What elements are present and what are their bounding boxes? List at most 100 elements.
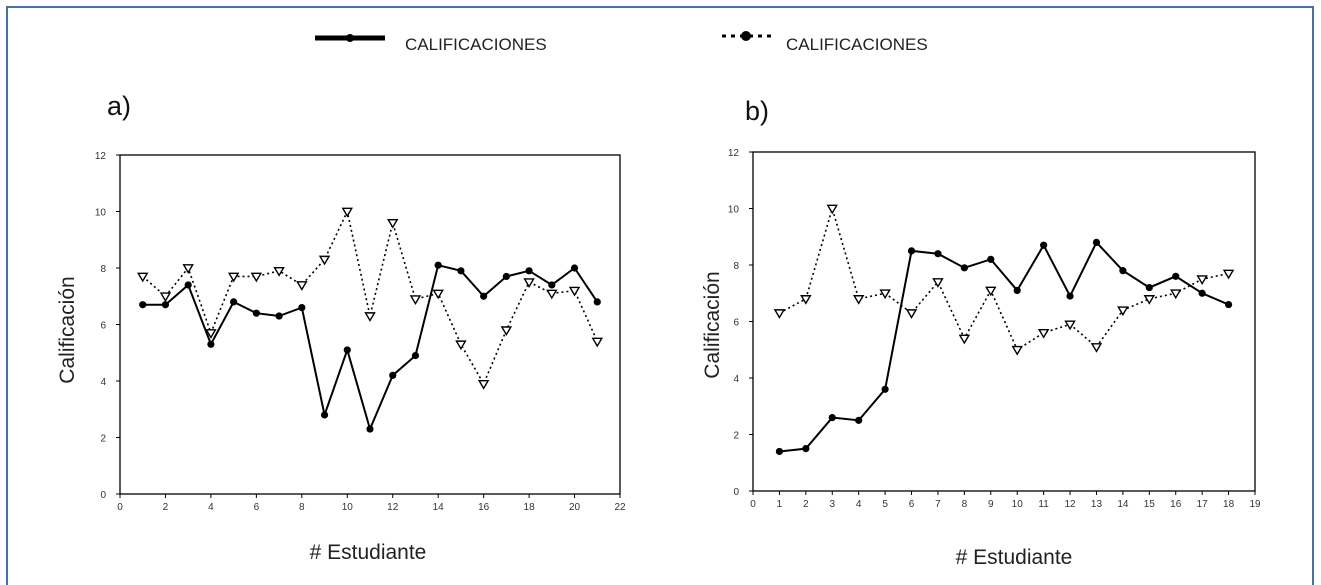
data-point-solid-b (1198, 289, 1206, 297)
data-point-solid-a (207, 340, 215, 348)
data-point-dotted-a (182, 264, 194, 274)
data-point-dotted-a (296, 281, 308, 291)
data-point-solid-a (275, 312, 283, 320)
data-point-dotted-a (159, 292, 172, 303)
data-point-solid-a (343, 346, 351, 354)
data-point-dotted-a (568, 286, 581, 297)
data-point-solid-a (139, 301, 147, 309)
x-tick-label-b: 17 (1197, 499, 1209, 510)
data-point-solid-b (881, 385, 889, 393)
data-point-dotted-b (879, 289, 891, 300)
data-point-dotted-a (227, 272, 240, 283)
data-point-solid-a (548, 281, 556, 289)
x-tick-label-b: 18 (1223, 499, 1235, 510)
data-point-solid-b (855, 416, 863, 424)
data-point-dotted-a (318, 255, 331, 266)
data-point-solid-b (828, 413, 836, 422)
x-tick-label-b: 8 (962, 499, 968, 510)
data-point-solid-a (434, 261, 442, 269)
x-tick-label-b: 12 (1064, 499, 1076, 510)
x-tick-label-b: 13 (1091, 499, 1103, 510)
data-point-dotted-a (477, 379, 490, 390)
x-tick-label-b: 7 (935, 499, 941, 510)
figure-frame (6, 6, 1314, 585)
y-axis-label-b: Calificación (701, 271, 724, 378)
x-tick-label-b: 1 (777, 499, 783, 510)
x-tick-label-a: 14 (433, 502, 445, 513)
x-tick-label-b: 5 (882, 499, 888, 510)
data-point-dotted-a (432, 289, 444, 300)
y-tick-label-b: 8 (733, 261, 739, 272)
data-point-dotted-b (1090, 343, 1103, 353)
x-tick-label-b: 16 (1170, 499, 1182, 510)
data-point-dotted-a (341, 207, 353, 218)
data-point-dotted-b (1196, 275, 1208, 286)
data-point-dotted-b (985, 286, 997, 297)
data-point-dotted-b (852, 295, 865, 305)
panel-label-a: a) (107, 91, 131, 121)
x-tick-label-a: 22 (614, 502, 626, 513)
data-point-solid-b (1040, 241, 1048, 249)
legend-marker-solid (346, 34, 354, 42)
series-line-solid-b (779, 240, 1229, 453)
data-point-solid-b (775, 447, 784, 456)
data-point-dotted-a (409, 295, 422, 305)
data-point-solid-a (480, 292, 488, 300)
data-point-dotted-b (1011, 345, 1023, 356)
x-tick-label-b: 14 (1117, 499, 1129, 510)
data-point-solid-a (230, 298, 238, 306)
data-point-solid-a (320, 411, 329, 419)
x-tick-label-a: 16 (478, 502, 490, 513)
data-point-solid-b (1224, 300, 1233, 309)
x-tick-label-a: 12 (387, 502, 399, 513)
data-point-dotted-a (591, 337, 603, 348)
x-tick-label-b: 2 (803, 499, 809, 510)
data-point-dotted-b (905, 309, 918, 319)
data-point-dotted-b (800, 295, 812, 305)
data-point-solid-b (907, 247, 916, 255)
data-point-solid-b (960, 264, 968, 272)
x-tick-label-b: 9 (988, 499, 994, 510)
y-tick-label-a: 12 (95, 151, 107, 162)
data-point-solid-b (1013, 286, 1021, 295)
x-tick-label-b: 15 (1144, 499, 1156, 510)
y-tick-label-b: 2 (733, 431, 739, 442)
data-point-dotted-a (273, 266, 285, 277)
data-point-dotted-b (932, 278, 944, 288)
panel-label-b: b) (745, 96, 769, 126)
y-tick-label-a: 2 (100, 434, 106, 445)
y-tick-label-a: 0 (100, 490, 106, 501)
data-point-solid-a (366, 425, 374, 433)
data-point-dotted-b (1170, 289, 1182, 300)
y-axis-label-a: Calificación (56, 276, 79, 383)
x-tick-label-b: 3 (829, 499, 835, 510)
legend-label-dotted: CALIFICACIONES (786, 35, 928, 54)
plot-area-a (119, 154, 621, 495)
data-point-solid-a (457, 267, 465, 275)
data-point-dotted-a (455, 340, 467, 351)
data-point-solid-a (411, 351, 420, 360)
y-tick-label-b: 0 (733, 487, 739, 498)
x-tick-label-b: 10 (1012, 499, 1024, 510)
y-tick-label-a: 10 (95, 208, 107, 219)
data-point-solid-b (987, 255, 995, 263)
data-point-solid-a (252, 309, 260, 317)
x-tick-label-a: 2 (163, 502, 169, 513)
y-tick-label-b: 6 (733, 318, 739, 329)
x-axis-label-a: # Estudiante (310, 541, 427, 564)
data-point-dotted-a (137, 272, 149, 283)
data-point-solid-a (389, 371, 397, 379)
y-tick-label-a: 4 (100, 377, 106, 388)
x-axis-label-b: # Estudiante (956, 546, 1073, 569)
data-point-dotted-a (364, 312, 376, 322)
y-tick-label-b: 4 (733, 374, 739, 385)
data-point-dotted-a (523, 278, 535, 289)
x-tick-label-a: 20 (569, 502, 581, 513)
x-tick-label-a: 10 (342, 502, 354, 513)
x-tick-label-b: 19 (1249, 499, 1261, 510)
data-point-dotted-a (387, 218, 399, 229)
data-point-dotted-b (773, 309, 786, 319)
x-tick-label-a: 18 (524, 502, 536, 513)
data-point-solid-a (184, 281, 192, 289)
